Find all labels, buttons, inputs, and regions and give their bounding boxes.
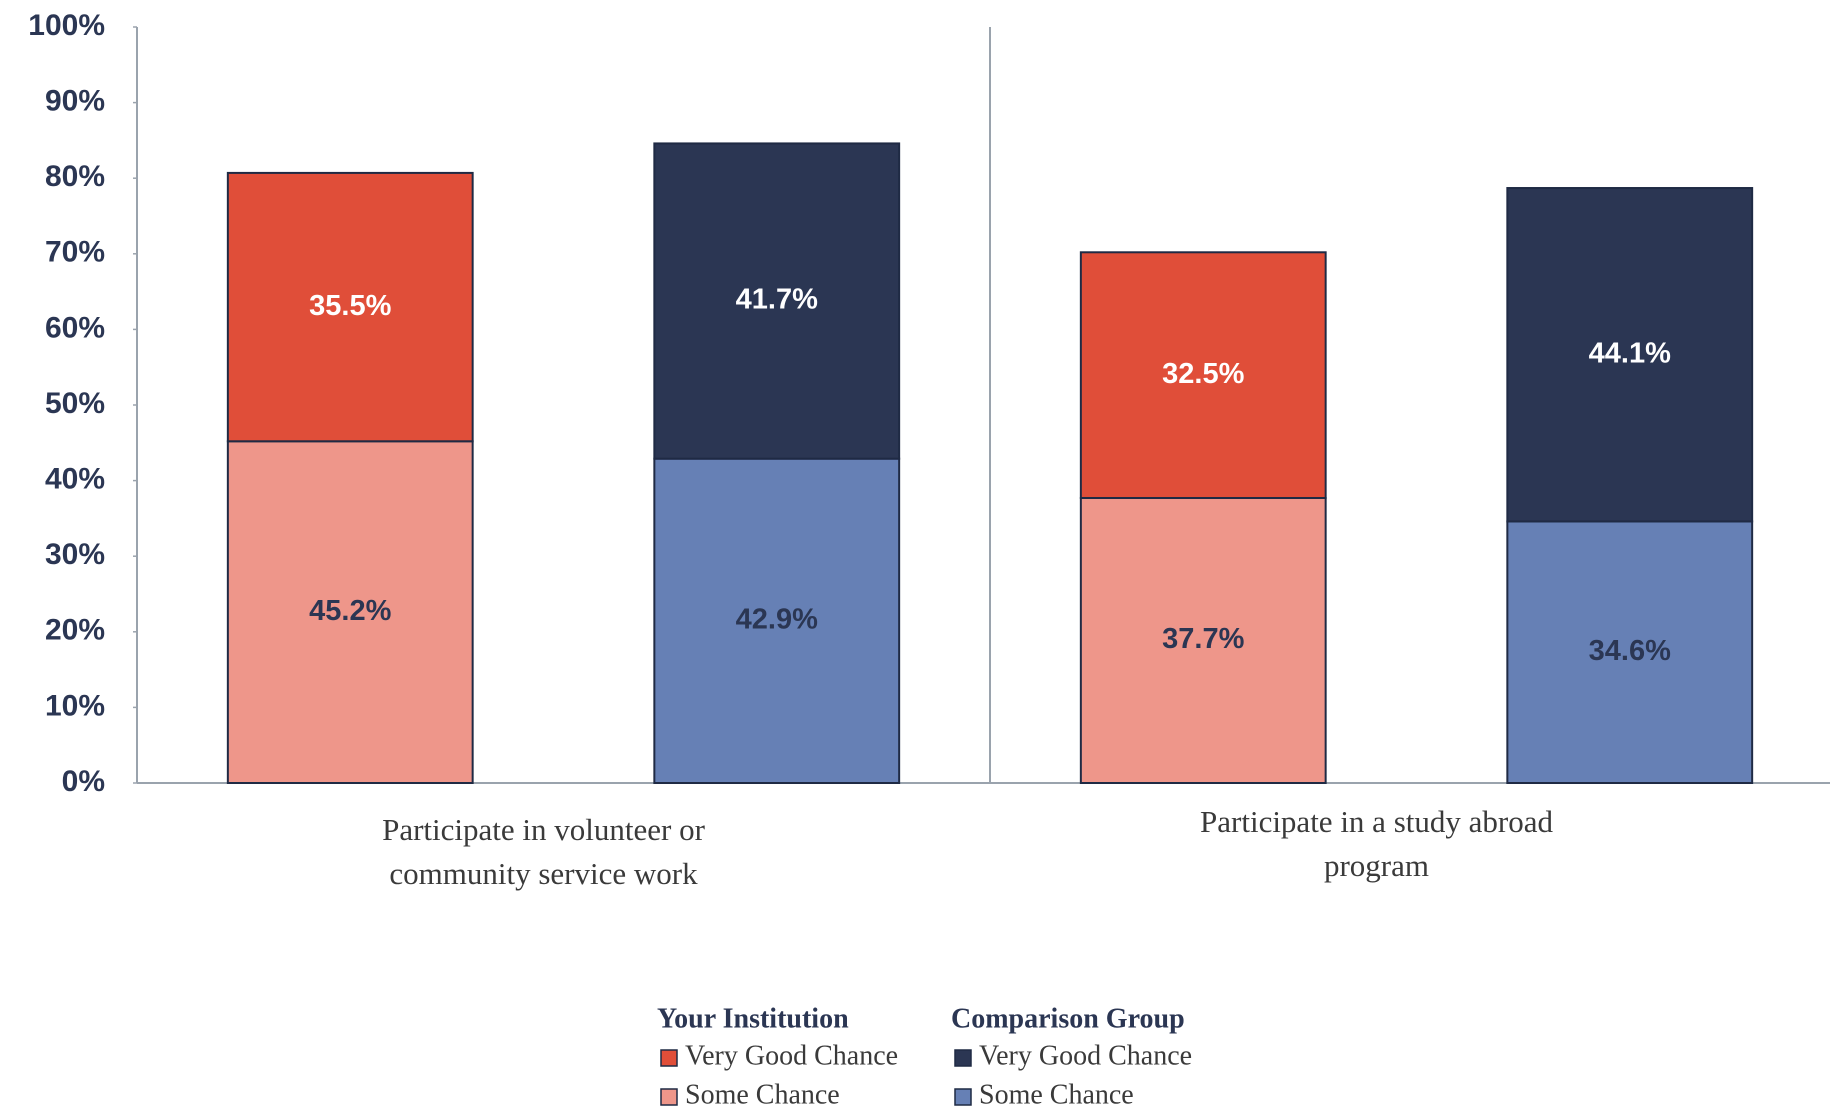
legend-label: Very Good Chance (979, 1040, 1192, 1071)
bar-segment (226, 440, 474, 784)
legend-heading: Your Institution (657, 1003, 849, 1034)
legend-label: Very Good Chance (685, 1040, 898, 1071)
y-tick-label: 80% (45, 160, 105, 193)
value-label: 37.7% (1162, 623, 1244, 655)
legend-swatch (660, 1049, 678, 1067)
value-label: 35.5% (309, 290, 391, 322)
y-tick-label: 30% (45, 538, 105, 571)
value-label: 45.2% (309, 595, 391, 627)
y-tick-label: 0% (62, 765, 105, 798)
legend-swatch (954, 1049, 972, 1067)
y-tick-label: 90% (45, 85, 105, 118)
y-tick-label: 20% (45, 614, 105, 647)
x-tick-label: Participate in volunteer or community se… (382, 812, 705, 891)
bar-segment (1079, 251, 1327, 499)
legend-label: Some Chance (979, 1079, 1134, 1110)
bar-segment (1506, 187, 1754, 523)
value-label: 41.7% (736, 284, 818, 316)
value-label: 42.9% (736, 603, 818, 635)
bar-segment (653, 457, 901, 784)
value-label: 32.5% (1162, 358, 1244, 390)
bar-segment (653, 142, 901, 460)
legend-heading: Comparison Group (951, 1003, 1185, 1034)
y-tick-label: 60% (45, 311, 105, 344)
y-tick-label: 70% (45, 236, 105, 269)
bar-segment (1079, 496, 1327, 784)
value-label: 34.6% (1589, 635, 1671, 667)
y-tick-label: 100% (28, 9, 105, 42)
legend-swatch (954, 1088, 972, 1106)
y-tick-label: 10% (45, 689, 105, 722)
x-tick-label: Participate in a study abroad program (1200, 804, 1553, 883)
bar-segment (1506, 520, 1754, 784)
value-label: 44.1% (1589, 337, 1671, 369)
legend-swatch (660, 1088, 678, 1106)
y-tick-label: 50% (45, 387, 105, 420)
bar-segment (226, 171, 474, 443)
legend-label: Some Chance (685, 1079, 840, 1110)
y-tick-label: 40% (45, 463, 105, 496)
